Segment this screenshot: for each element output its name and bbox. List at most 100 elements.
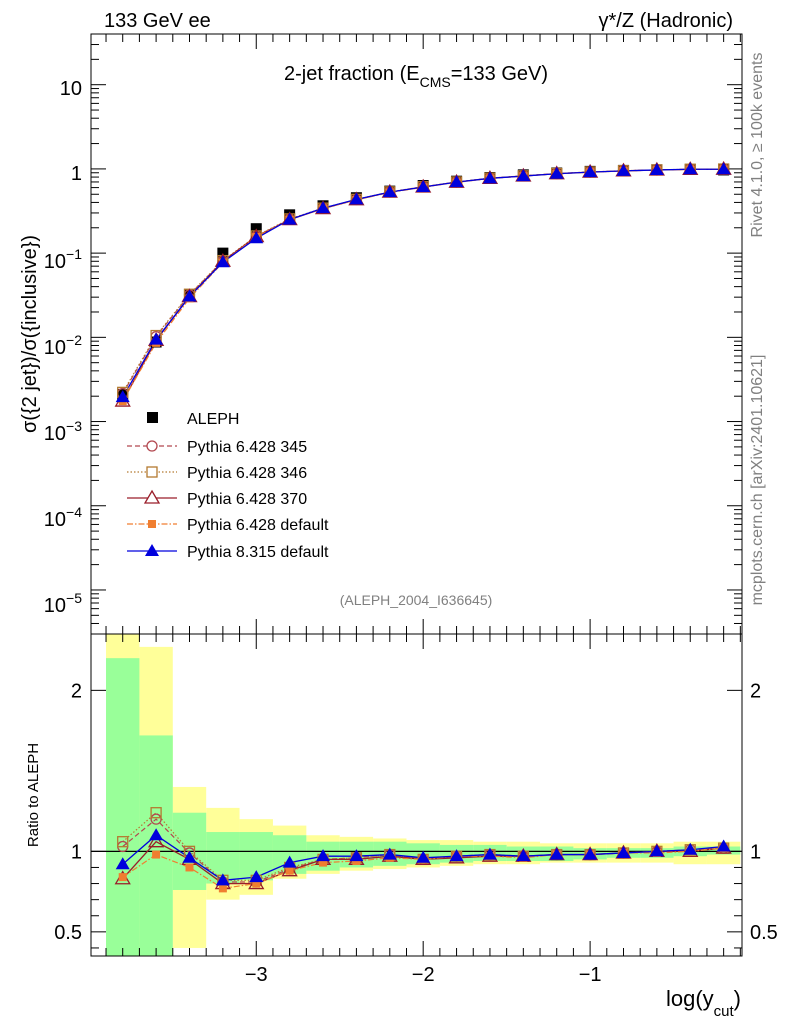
ytick-label-1e-2: 10−2 (44, 332, 82, 359)
ytick-label-1e-3: 10−3 (44, 418, 82, 445)
main-point-p8 (716, 162, 731, 175)
legend-item-aleph: ALEPH (147, 411, 239, 428)
ratio-ytick-label-right: 1 (750, 841, 761, 863)
ratio-point-p8 (716, 839, 731, 852)
main-line-p6def (122, 168, 724, 402)
main-point-p8 (349, 192, 364, 205)
main-line-p8 (122, 168, 724, 398)
axes-ticks: −3 −2 −1 0.5 0.5 1 1 2 2 (54, 33, 778, 986)
legend-marker-p370 (143, 489, 161, 504)
xlabel-main: log(y (666, 986, 714, 1011)
main-point-p8 (482, 171, 497, 184)
ytick-label-1e-4: 10−4 (44, 504, 82, 531)
plot-title-suffix: =133 GeV) (451, 63, 548, 85)
ratio-point-p8 (416, 850, 431, 863)
series-markers (114, 160, 732, 893)
xtick-label: −1 (579, 964, 602, 986)
ratio-point-p6def (252, 879, 261, 888)
legend-label-aleph: ALEPH (187, 411, 239, 428)
legend-label-p8: Pythia 8.315 default (187, 544, 329, 561)
main-point-p8 (282, 212, 297, 225)
plot-title-prefix: 2-jet fraction (E (284, 63, 420, 85)
ratio-ylabel: Ratio to ALEPH (25, 743, 42, 847)
main-point-p8 (182, 289, 197, 302)
legend-marker-p6def (148, 520, 156, 528)
ytick-label-10: 10 (60, 78, 82, 100)
ratio-ytick-label: 1 (71, 841, 82, 863)
main-point-p8 (649, 162, 664, 175)
plot-title: 2-jet fraction (ECMS=133 GeV) (284, 63, 548, 90)
ratio-point-p6def (185, 863, 194, 872)
mcplots-label: mcplots.cern.ch [arXiv:2401.10621] (749, 355, 766, 606)
main-point-p8 (583, 165, 598, 178)
legend-item-p370: Pythia 6.428 370 (127, 489, 307, 508)
legend-marker-p8 (145, 544, 159, 556)
legend: ALEPH Pythia 6.428 345 Pythia 6.428 346 … (127, 411, 329, 561)
ratio-point-p8 (182, 850, 197, 863)
ytick-1e-5-exp: −5 (66, 590, 82, 606)
header-left: 133 GeV ee (104, 10, 211, 32)
main-point-p8 (316, 201, 331, 214)
ratio-point-p370 (147, 833, 165, 848)
band-inner-bin (106, 658, 140, 956)
xlabel-sub: cut (714, 1003, 735, 1020)
legend-item-p6def: Pythia 6.428 default (127, 517, 329, 534)
main-point-p8 (115, 390, 130, 403)
ratio-point-p8 (583, 847, 598, 860)
ratio-point-p8 (149, 828, 164, 841)
ratio-point-p8 (249, 870, 264, 883)
ytick-1e-3-exp: −3 (66, 418, 82, 434)
ratio-point-p8 (516, 849, 531, 862)
plot-title-sub: CMS (420, 74, 451, 90)
ratio-uncertainty-bands (91, 634, 742, 956)
main-point-p8 (516, 169, 531, 182)
ratio-point-p8 (549, 847, 564, 860)
xtick-label: −2 (412, 964, 435, 986)
main-point-p8 (416, 179, 431, 192)
ytick-1e-5-base: 10 (44, 595, 66, 617)
main-point-p8 (449, 175, 464, 188)
main-point-p8 (382, 185, 397, 198)
ytick-1e-4-base: 10 (44, 509, 66, 531)
ratio-point-p8 (349, 849, 364, 862)
main-point-p8 (683, 162, 698, 175)
main-ylabel: σ({2 jet})/σ({inclusive}) (19, 235, 41, 433)
ratio-point-p8 (115, 857, 130, 870)
main-point-p8 (549, 166, 564, 179)
ratio-point-p8 (449, 849, 464, 862)
ytick-label-1e-5: 10−5 (44, 590, 82, 617)
ratio-point-p6def (218, 884, 227, 893)
legend-item-p8: Pythia 8.315 default (127, 544, 329, 561)
legend-marker-p345 (146, 440, 158, 452)
legend-item-p345: Pythia 6.428 345 (127, 439, 307, 456)
xtick-label: −3 (245, 964, 268, 986)
main-line-p370 (122, 168, 724, 402)
ytick-1e-1-base: 10 (44, 251, 66, 273)
ratio-point-p345 (150, 813, 162, 825)
ratio-point-p6def (118, 873, 127, 882)
legend-label-p6def: Pythia 6.428 default (187, 517, 329, 534)
ytick-1e-4-exp: −4 (66, 504, 82, 520)
ratio-ytick-label: 2 (71, 680, 82, 702)
main-point-p8 (616, 163, 631, 176)
ratio-ytick-label: 0.5 (54, 922, 82, 944)
ratio-point-p8 (282, 855, 297, 868)
ytick-1e-3-base: 10 (44, 423, 66, 445)
ratio-point-p6def (152, 850, 161, 859)
analysis-tag: (ALEPH_2004_I636645) (340, 592, 493, 608)
rivet-label: Rivet 4.1.0, ≥ 100k events (749, 53, 766, 238)
ytick-label-1: 1 (71, 163, 82, 185)
main-line-p345 (122, 168, 724, 394)
legend-item-p346: Pythia 6.428 346 (127, 465, 307, 482)
ratio-point-p8 (649, 844, 664, 857)
ratio-ytick-label-right: 0.5 (750, 922, 778, 944)
header-right: γ*/Z (Hadronic) (599, 10, 733, 32)
ratio-point-p6def (319, 858, 328, 867)
legend-label-p370: Pythia 6.428 370 (187, 491, 307, 508)
ratio-point-p8 (616, 845, 631, 858)
main-line-p346 (122, 168, 724, 393)
legend-marker-p346 (146, 466, 158, 478)
xlabel-close: ) (734, 986, 741, 1011)
main-point-p8 (249, 231, 264, 244)
